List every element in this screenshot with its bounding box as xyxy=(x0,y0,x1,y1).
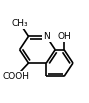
Text: COOH: COOH xyxy=(2,72,30,81)
Text: CH₃: CH₃ xyxy=(11,19,28,28)
Text: OH: OH xyxy=(57,32,71,41)
Text: N: N xyxy=(43,32,50,41)
